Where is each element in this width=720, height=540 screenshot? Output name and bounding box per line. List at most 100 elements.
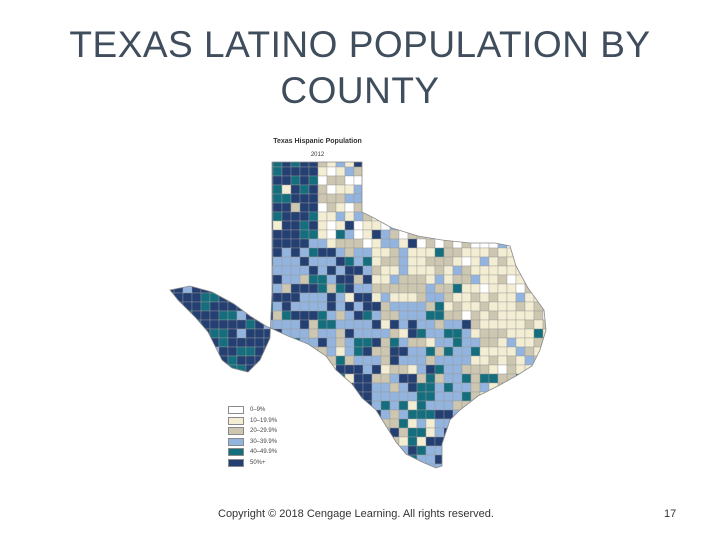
county-cell [434, 229, 445, 240]
county-cell [506, 445, 517, 456]
county-cell [317, 400, 328, 411]
county-cell [488, 166, 499, 177]
county-cell [542, 162, 546, 168]
county-cell [335, 265, 346, 276]
county-cell [452, 162, 463, 168]
county-cell [308, 328, 319, 339]
county-cell [209, 256, 220, 267]
county-cell [326, 346, 337, 357]
county-cell [542, 400, 546, 411]
county-cell [182, 202, 193, 213]
county-cell [191, 427, 202, 438]
county-cell [461, 427, 472, 438]
county-cell [353, 292, 364, 303]
county-cell [389, 391, 400, 402]
county-cell [281, 301, 292, 312]
county-cell [497, 454, 508, 465]
county-cell [434, 445, 445, 456]
county-cell [380, 292, 391, 303]
county-cell [245, 220, 256, 231]
county-cell [443, 292, 454, 303]
county-cell [200, 247, 211, 258]
county-cell [200, 211, 211, 222]
county-cell [308, 463, 319, 468]
county-cell [524, 238, 535, 249]
county-cell [272, 265, 283, 276]
county-cell [200, 391, 211, 402]
county-cell [236, 166, 247, 177]
county-cell [479, 211, 490, 222]
county-cell [398, 184, 409, 195]
county-cell [236, 193, 247, 204]
county-cell [470, 373, 481, 384]
county-cell [170, 436, 175, 447]
county-cell [335, 418, 346, 429]
county-cell [470, 310, 481, 321]
county-cell [173, 256, 184, 267]
county-cell [182, 238, 193, 249]
county-cell [281, 346, 292, 357]
county-cell [308, 445, 319, 456]
legend-swatch [228, 448, 244, 456]
county-cell [353, 463, 364, 468]
county-cell [200, 220, 211, 231]
county-cell [515, 328, 526, 339]
county-cell [407, 162, 418, 168]
county-cell [344, 391, 355, 402]
county-cell [443, 445, 454, 456]
county-cell [398, 454, 409, 465]
county-cell [170, 355, 175, 366]
county-cell [281, 175, 292, 186]
county-cell [299, 220, 310, 231]
county-cell [470, 256, 481, 267]
county-cell [380, 382, 391, 393]
county-cell [245, 211, 256, 222]
county-cell [236, 184, 247, 195]
county-cell [191, 454, 202, 465]
county-cell [497, 328, 508, 339]
county-cell [173, 229, 184, 240]
county-cell [317, 229, 328, 240]
county-cell [389, 436, 400, 447]
county-cell [218, 373, 229, 384]
county-cell [398, 162, 409, 168]
county-cell [245, 382, 256, 393]
county-cell [227, 274, 238, 285]
county-cell [407, 175, 418, 186]
county-cell [389, 247, 400, 258]
county-cell [416, 175, 427, 186]
county-cell [191, 355, 202, 366]
county-cell [353, 382, 364, 393]
county-cell [170, 463, 175, 468]
county-cell [488, 337, 499, 348]
county-cell [380, 193, 391, 204]
county-cell [335, 175, 346, 186]
county-cell [461, 166, 472, 177]
county-cell [506, 391, 517, 402]
county-cell [245, 283, 256, 294]
county-cell [425, 301, 436, 312]
county-cell [344, 355, 355, 366]
county-cell [335, 427, 346, 438]
county-cell [533, 355, 544, 366]
county-cell [290, 193, 301, 204]
county-cell [398, 319, 409, 330]
county-cell [317, 445, 328, 456]
county-cell [371, 229, 382, 240]
county-cell [254, 247, 265, 258]
county-cell [227, 373, 238, 384]
county-cell [515, 409, 526, 420]
county-cell [506, 355, 517, 366]
county-cell [317, 292, 328, 303]
county-cell [542, 265, 546, 276]
county-cell [506, 346, 517, 357]
county-cell [254, 256, 265, 267]
county-cell [389, 211, 400, 222]
county-cell [308, 256, 319, 267]
county-cell [515, 445, 526, 456]
county-cell [434, 337, 445, 348]
county-cell [290, 211, 301, 222]
county-cell [254, 220, 265, 231]
county-cell [182, 418, 193, 429]
county-cell [236, 283, 247, 294]
